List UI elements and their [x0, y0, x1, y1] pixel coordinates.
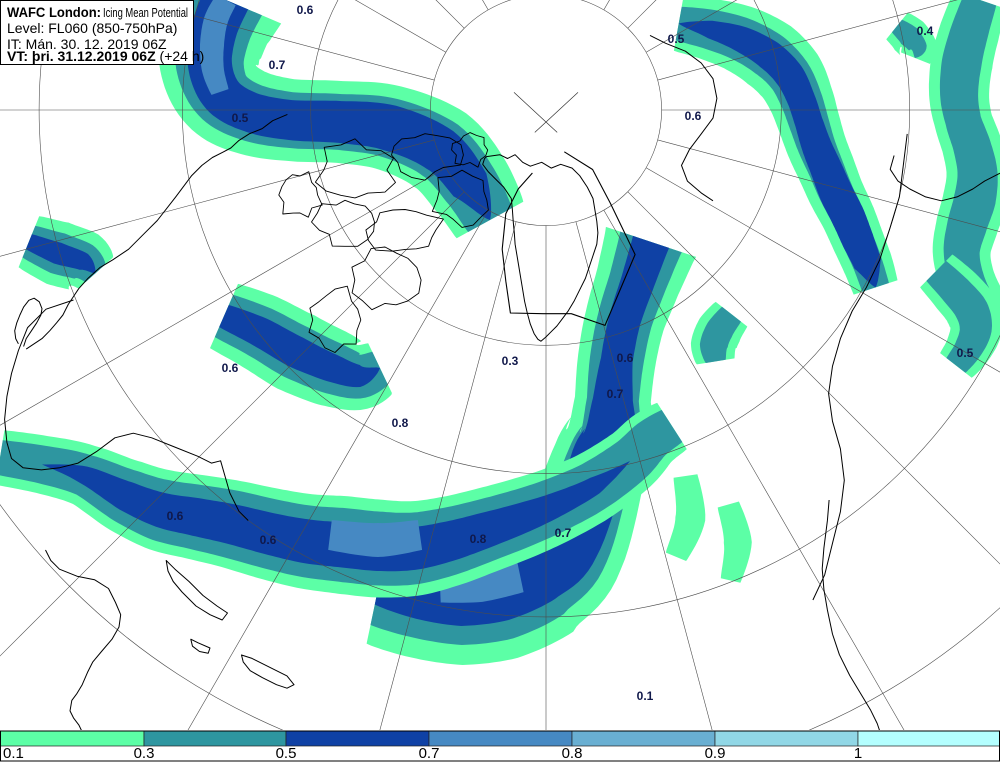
- svg-text:0.6: 0.6: [617, 351, 634, 365]
- svg-text:0.6: 0.6: [167, 509, 184, 523]
- svg-text:0.7: 0.7: [269, 58, 286, 72]
- svg-text:0.6: 0.6: [685, 109, 702, 123]
- svg-text:0.6: 0.6: [222, 361, 239, 375]
- svg-text:0.7: 0.7: [607, 387, 624, 401]
- svg-text:Level: FL060 (850-750hPa): Level: FL060 (850-750hPa): [7, 20, 177, 36]
- svg-text:0.8: 0.8: [392, 416, 409, 430]
- svg-text:0.6: 0.6: [260, 533, 277, 547]
- svg-text:0.4: 0.4: [917, 24, 934, 38]
- svg-text:0.8: 0.8: [470, 532, 487, 546]
- svg-text:0.3: 0.3: [134, 745, 155, 762]
- svg-text:Icing Mean Potential: Icing Mean Potential: [103, 5, 188, 20]
- svg-text:0.5: 0.5: [232, 111, 249, 125]
- svg-text:0.7: 0.7: [555, 526, 572, 540]
- svg-text:0.3: 0.3: [502, 354, 519, 368]
- svg-text:0.8: 0.8: [562, 745, 583, 762]
- svg-text:0.5: 0.5: [668, 32, 685, 46]
- svg-text:0.1: 0.1: [637, 689, 654, 703]
- svg-text:0.5: 0.5: [957, 346, 974, 360]
- svg-text:0.1: 0.1: [3, 745, 24, 762]
- svg-text:0.7: 0.7: [419, 745, 440, 762]
- svg-text:0.5: 0.5: [276, 745, 297, 762]
- svg-text:0.6: 0.6: [297, 3, 314, 17]
- svg-text:1: 1: [854, 745, 862, 762]
- svg-text:0.9: 0.9: [705, 745, 726, 762]
- svg-text:VT: þri. 31.12.2019 06Z (+24 h: VT: þri. 31.12.2019 06Z (+24 h): [7, 48, 204, 64]
- svg-text:WAFC London:: WAFC London:: [7, 4, 101, 20]
